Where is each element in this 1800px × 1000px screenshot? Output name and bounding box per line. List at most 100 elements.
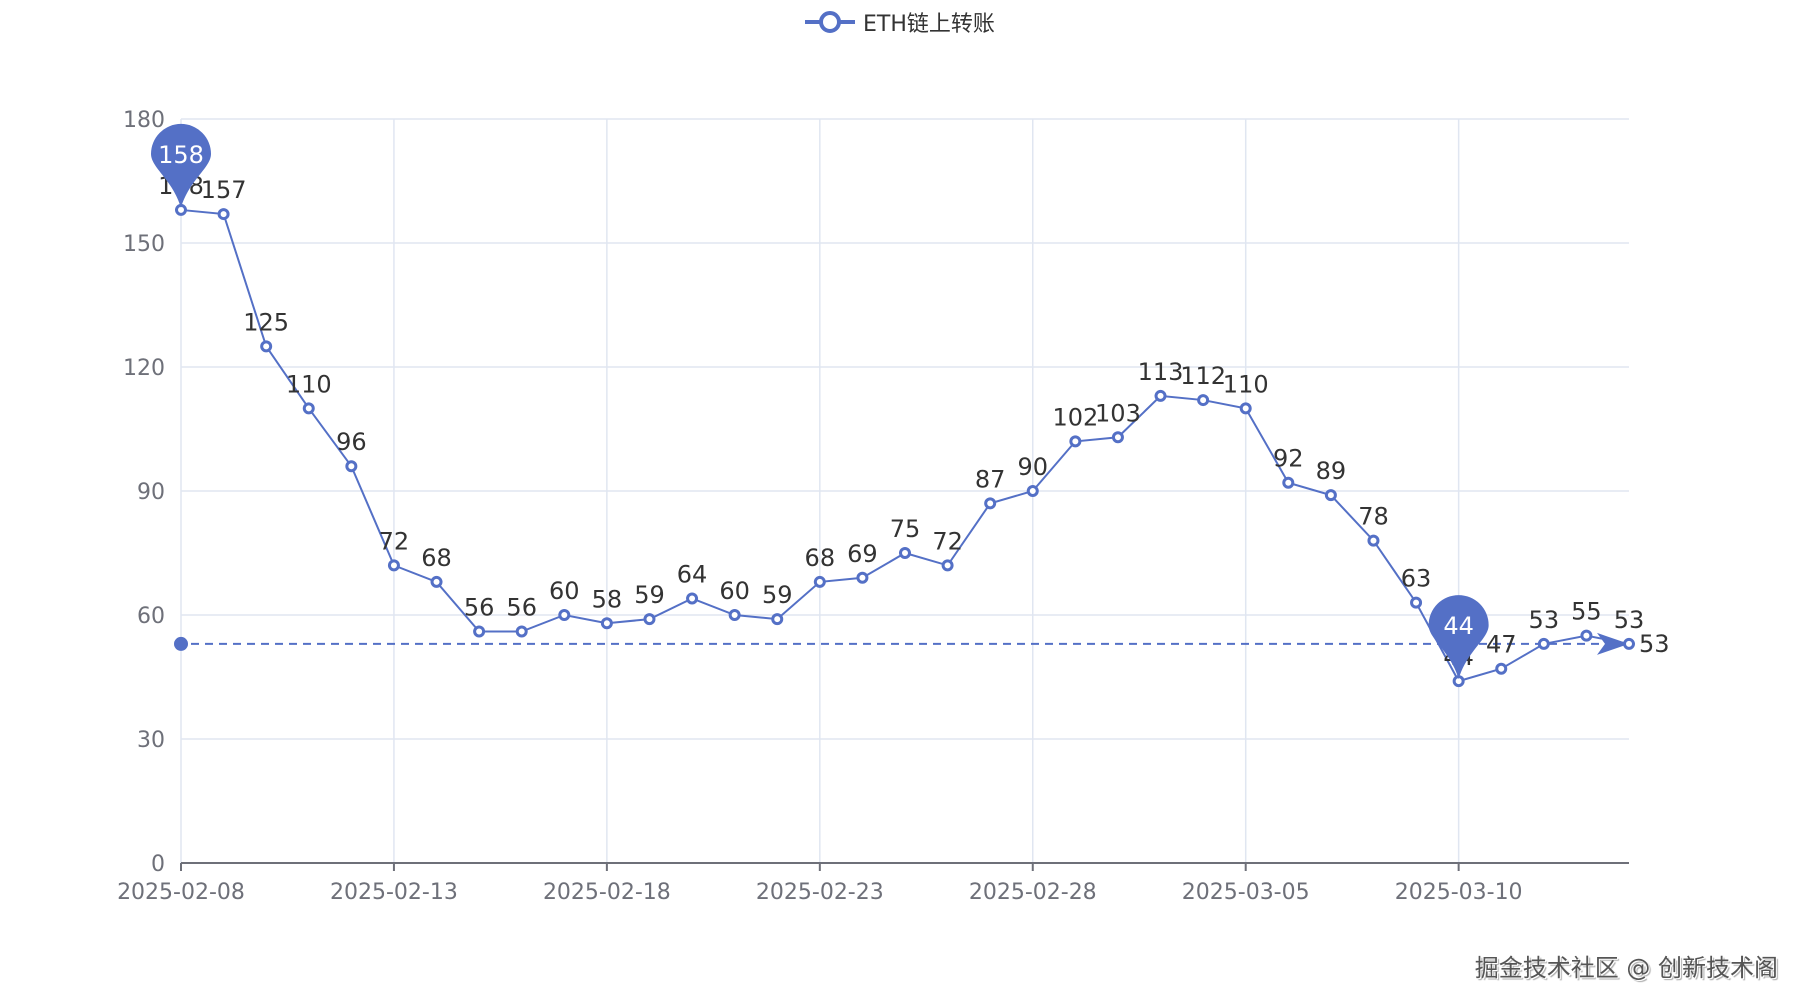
data-label: 72	[932, 527, 963, 555]
legend-label: ETH链上转账	[863, 12, 995, 37]
pin-shape	[1428, 595, 1489, 680]
pin-max-icon: 158	[151, 123, 211, 208]
data-label: 69	[847, 540, 878, 568]
data-point	[302, 402, 315, 415]
data-point	[1069, 435, 1082, 448]
x-tick-label: 2025-02-23	[756, 880, 884, 905]
data-label: 110	[1223, 370, 1269, 398]
data-point	[1239, 402, 1252, 415]
x-tick-label: 2025-02-28	[969, 880, 1097, 905]
data-point	[387, 559, 400, 572]
data-point	[1324, 489, 1337, 502]
series-line	[180, 208, 1630, 683]
data-point	[728, 609, 741, 621]
mark-line-start-dot	[174, 636, 188, 651]
data-point	[1623, 637, 1635, 650]
data-point	[558, 609, 571, 621]
data-label: 125	[243, 308, 289, 336]
data-point	[941, 559, 954, 572]
data-label: 102	[1052, 403, 1098, 431]
x-axis: 2025-02-08 2025-02-13 2025-02-18 2025-02-23…	[117, 862, 1629, 905]
x-tick-label: 2025-03-05	[1182, 880, 1310, 905]
data-label: 110	[286, 370, 332, 398]
data-label: 58	[592, 585, 623, 613]
data-label: 56	[506, 594, 537, 622]
data-label: 63	[1401, 565, 1432, 593]
y-tick-label: 90	[137, 480, 165, 505]
data-label: 59	[634, 581, 665, 609]
data-point	[1026, 485, 1039, 497]
y-tick-label: 30	[137, 728, 165, 753]
y-tick-label: 180	[123, 108, 165, 133]
y-axis: 0 30 60 90 120 150 180	[123, 108, 182, 877]
data-label: 90	[1017, 453, 1048, 481]
data-point	[686, 592, 699, 605]
pin-label: 44	[1443, 612, 1474, 640]
data-point	[1580, 629, 1593, 642]
y-tick-label: 0	[151, 852, 165, 877]
data-label: 56	[464, 594, 495, 622]
data-label: 64	[677, 560, 708, 588]
data-point	[1111, 431, 1124, 444]
data-label: 87	[975, 465, 1006, 493]
data-label: 78	[1358, 503, 1389, 531]
pin-label: 158	[158, 141, 204, 169]
data-point	[1154, 389, 1167, 402]
data-point	[473, 625, 486, 638]
mark-points: 158 44	[151, 123, 1489, 680]
data-label: 53	[1529, 606, 1560, 634]
data-label: 59	[762, 581, 793, 609]
data-point	[1197, 394, 1210, 407]
data-label: 55	[1571, 598, 1602, 626]
data-point	[813, 575, 826, 588]
data-point	[856, 571, 869, 584]
data-label: 113	[1138, 358, 1184, 386]
data-label: 92	[1273, 445, 1304, 473]
data-label: 112	[1180, 362, 1226, 390]
data-label: 89	[1316, 457, 1347, 485]
data-point	[1495, 662, 1508, 675]
data-label: 72	[379, 527, 410, 555]
data-point	[984, 497, 997, 510]
pin-min-icon: 44	[1428, 595, 1489, 680]
watermark: 掘金技术社区 @ 创新技术阁	[1474, 954, 1778, 982]
mark-line-label: 53	[1639, 630, 1670, 658]
data-label: 60	[549, 577, 580, 605]
pin-shape	[151, 123, 211, 208]
data-label: 103	[1095, 399, 1141, 427]
grid-lines	[181, 118, 1629, 863]
data-label: 96	[336, 428, 367, 456]
x-tick-label: 2025-02-08	[117, 880, 245, 905]
data-label: 60	[719, 577, 750, 605]
data-label: 53	[1614, 606, 1645, 634]
series-eth-transfers	[175, 203, 1635, 688]
data-label: 68	[421, 544, 452, 572]
data-point	[430, 575, 443, 588]
x-tick-label: 2025-03-10	[1395, 880, 1523, 905]
data-labels: 1581571251109672685656605859646059686975…	[158, 172, 1644, 671]
data-point	[1282, 476, 1295, 489]
data-point	[899, 547, 911, 559]
data-point	[771, 613, 784, 626]
data-point	[1537, 637, 1550, 650]
data-label: 47	[1486, 631, 1517, 659]
y-tick-label: 60	[137, 604, 165, 629]
data-label: 68	[805, 544, 836, 572]
data-label: 75	[890, 515, 921, 543]
y-tick-label: 120	[123, 356, 165, 381]
x-tick-label: 2025-02-18	[543, 880, 671, 905]
data-point	[345, 460, 358, 473]
data-point	[217, 208, 230, 221]
data-point	[600, 617, 613, 630]
data-point	[1410, 596, 1423, 609]
data-label: 157	[201, 176, 247, 204]
y-tick-label: 150	[123, 232, 165, 257]
line-circle-legend-icon	[805, 11, 855, 33]
data-point	[643, 613, 656, 626]
legend-item-eth[interactable]: ETH链上转账	[805, 6, 995, 38]
data-point	[1367, 534, 1380, 547]
data-point	[260, 340, 273, 353]
data-point	[515, 625, 528, 638]
x-tick-label: 2025-02-13	[330, 880, 458, 905]
